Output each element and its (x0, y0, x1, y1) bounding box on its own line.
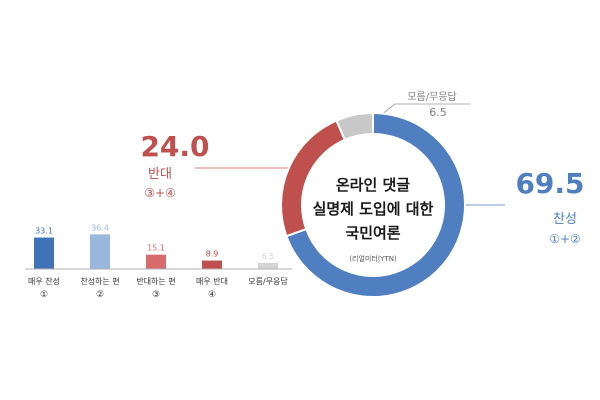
bar-5 (258, 262, 278, 269)
bar-category-label: 매우 반대 (196, 277, 228, 286)
bar-category-label: 매우 찬성 (28, 276, 60, 286)
bar-sub-label: ① (40, 290, 48, 300)
bar-value-label: 36.4 (91, 223, 109, 232)
unknown-label: 모름/무응답 (407, 91, 456, 103)
donut-chart (280, 111, 466, 298)
source-note: (리얼미터|YTN) (349, 254, 397, 263)
donut-slice-unknown (335, 111, 374, 142)
bar-sub-label: ② (96, 290, 104, 300)
unknown-value: 6.5 (429, 106, 447, 119)
bar-value-label: 33.1 (35, 227, 53, 236)
donut-title-line: 국민여론 (345, 224, 400, 242)
bar-category-label: 반대하는 편 (136, 276, 175, 286)
agree-label: 찬성 (553, 212, 577, 227)
bar-sub-label: ④ (208, 290, 216, 300)
bar-chart: 33.1 매우 찬성 ① 36.4 찬성하는 편 ② 15.1 반대하는 편 ③ 8.9 매우 반대… (25, 223, 292, 300)
donut-title-line: 온라인 댓글 (336, 176, 410, 194)
bar-value-label: 8.9 (206, 250, 219, 259)
disagree-value: 24.0 (140, 130, 209, 163)
disagree-label: 반대 (148, 167, 172, 182)
bar-4 (202, 260, 222, 269)
bar-1 (34, 237, 54, 269)
donut-title-line: 실명제 도입에 대한 (313, 200, 434, 218)
donut-slice-agree (285, 111, 466, 298)
agree-value: 69.5 (515, 167, 584, 200)
bar-value-label: 15.1 (147, 244, 165, 253)
bar-3 (146, 254, 166, 269)
bar-sub-label: ③ (152, 290, 160, 300)
bar-category-label: 모름/무응답 (248, 276, 288, 286)
agree-sublabel: ①+② (549, 232, 581, 246)
bar-2 (90, 234, 110, 269)
bar-category-label: 찬성하는 편 (80, 276, 119, 286)
disagree-sublabel: ③+④ (144, 186, 176, 200)
bar-value-label: 6.5 (262, 252, 275, 261)
